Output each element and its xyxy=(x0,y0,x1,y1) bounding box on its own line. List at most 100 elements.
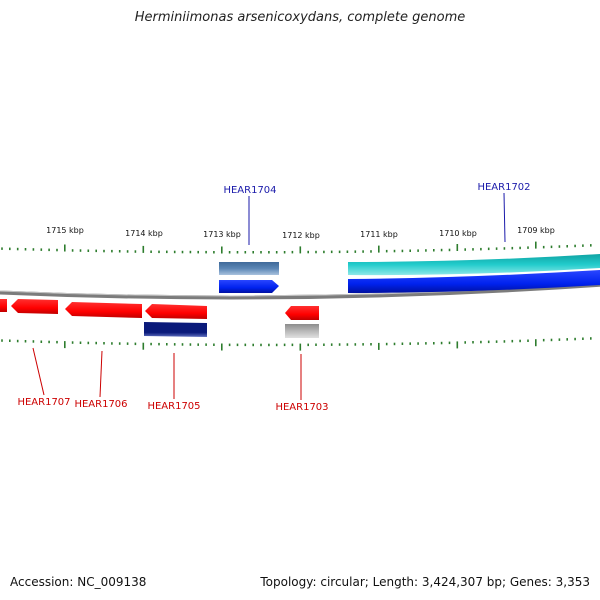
feature-hear1705-bar xyxy=(144,322,207,337)
minor-tick xyxy=(409,249,411,252)
gene-label-hear1705[interactable]: HEAR1705 xyxy=(147,401,200,412)
minor-tick xyxy=(330,250,333,254)
minor-tick xyxy=(448,341,451,345)
major-tick xyxy=(299,343,302,351)
major-tick xyxy=(535,241,537,249)
minor-tick xyxy=(260,343,262,347)
gene-label-hear1707[interactable]: HEAR1707 xyxy=(17,397,70,408)
minor-tick xyxy=(495,340,498,343)
minor-tick xyxy=(24,248,27,251)
minor-tick xyxy=(275,343,278,347)
minor-tick xyxy=(558,245,561,248)
minor-tick xyxy=(362,343,364,346)
minor-tick xyxy=(150,250,152,253)
minor-tick xyxy=(181,250,184,254)
minor-tick xyxy=(32,248,35,251)
major-tick xyxy=(64,244,66,252)
minor-tick xyxy=(346,343,349,346)
minor-tick xyxy=(252,251,254,254)
minor-tick xyxy=(1,247,3,250)
minor-tick xyxy=(189,343,192,346)
minor-tick xyxy=(354,343,357,346)
topology-summary: Topology: circular; Length: 3,424,307 bp… xyxy=(260,575,590,589)
minor-tick xyxy=(173,343,176,346)
major-tick xyxy=(142,342,145,350)
minor-tick xyxy=(134,250,137,253)
minor-tick xyxy=(503,247,506,250)
major-tick xyxy=(299,246,302,254)
minor-tick xyxy=(393,249,396,253)
minor-tick xyxy=(448,248,451,252)
major-tick xyxy=(456,244,459,251)
minor-tick xyxy=(40,340,43,343)
minor-tick xyxy=(103,342,105,345)
minor-tick xyxy=(370,250,372,253)
minor-tick xyxy=(228,343,231,347)
minor-tick xyxy=(590,337,592,340)
minor-tick xyxy=(480,340,482,344)
minor-tick xyxy=(385,249,388,253)
minor-tick xyxy=(87,249,90,252)
major-tick xyxy=(64,341,66,349)
major-tick xyxy=(456,341,459,349)
minor-tick xyxy=(40,248,43,251)
minor-tick xyxy=(291,343,294,347)
minor-tick xyxy=(346,250,349,253)
minor-tick xyxy=(511,339,514,343)
minor-tick xyxy=(527,246,529,249)
minor-tick xyxy=(197,250,199,254)
minor-tick xyxy=(393,342,396,346)
minor-tick xyxy=(425,249,427,252)
minor-tick xyxy=(173,250,176,254)
minor-tick xyxy=(519,339,521,343)
minor-tick xyxy=(150,342,152,346)
gene-label-hear1704[interactable]: HEAR1704 xyxy=(223,185,276,196)
minor-tick xyxy=(268,343,270,347)
major-tick xyxy=(535,339,537,347)
minor-tick xyxy=(236,251,239,254)
major-tick xyxy=(221,343,223,351)
minor-tick xyxy=(401,249,404,253)
gene-arrow-hear1702 xyxy=(348,270,600,293)
minor-tick xyxy=(464,248,466,251)
minor-tick xyxy=(9,247,11,251)
feature-hear1704-bar xyxy=(219,262,279,275)
accession-label: Accession: NC_009138 xyxy=(10,575,147,589)
minor-tick xyxy=(268,251,270,254)
gene-label-hear1702[interactable]: HEAR1702 xyxy=(477,182,530,193)
minor-tick xyxy=(71,341,74,344)
gene-arrow-hear1706 xyxy=(65,302,142,318)
gene-label-hear1703[interactable]: HEAR1703 xyxy=(275,402,328,413)
minor-tick xyxy=(519,246,521,250)
minor-tick xyxy=(574,337,576,341)
minor-tick xyxy=(111,342,113,345)
leader-hear1702 xyxy=(503,192,506,243)
minor-tick xyxy=(213,343,215,346)
minor-tick xyxy=(236,343,239,347)
minor-tick xyxy=(205,250,207,254)
minor-tick xyxy=(527,339,529,342)
gene-arrow-hear1707-partial xyxy=(0,299,7,312)
gene-arrow-hear1703 xyxy=(285,306,319,320)
minor-tick xyxy=(307,343,309,347)
minor-tick xyxy=(134,342,137,346)
minor-tick xyxy=(511,246,514,250)
minor-tick xyxy=(582,244,584,247)
tick-label-1710: 1710 kbp xyxy=(439,229,477,238)
major-tick xyxy=(142,245,145,253)
tick-label-1712: 1712 kbp xyxy=(282,231,320,240)
tick-label-1715: 1715 kbp xyxy=(46,226,84,235)
minor-tick xyxy=(181,343,184,346)
leader-hear1706 xyxy=(99,350,103,398)
gene-label-hear1706[interactable]: HEAR1706 xyxy=(74,399,127,410)
tick-label-1713: 1713 kbp xyxy=(203,230,241,239)
minor-tick xyxy=(330,343,333,346)
minor-tick xyxy=(95,341,97,345)
minor-tick xyxy=(16,339,19,343)
minor-tick xyxy=(542,245,545,249)
major-tick xyxy=(378,342,380,350)
minor-tick xyxy=(95,249,97,253)
minor-tick xyxy=(574,244,576,248)
minor-tick xyxy=(213,251,215,254)
minor-tick xyxy=(87,341,90,345)
